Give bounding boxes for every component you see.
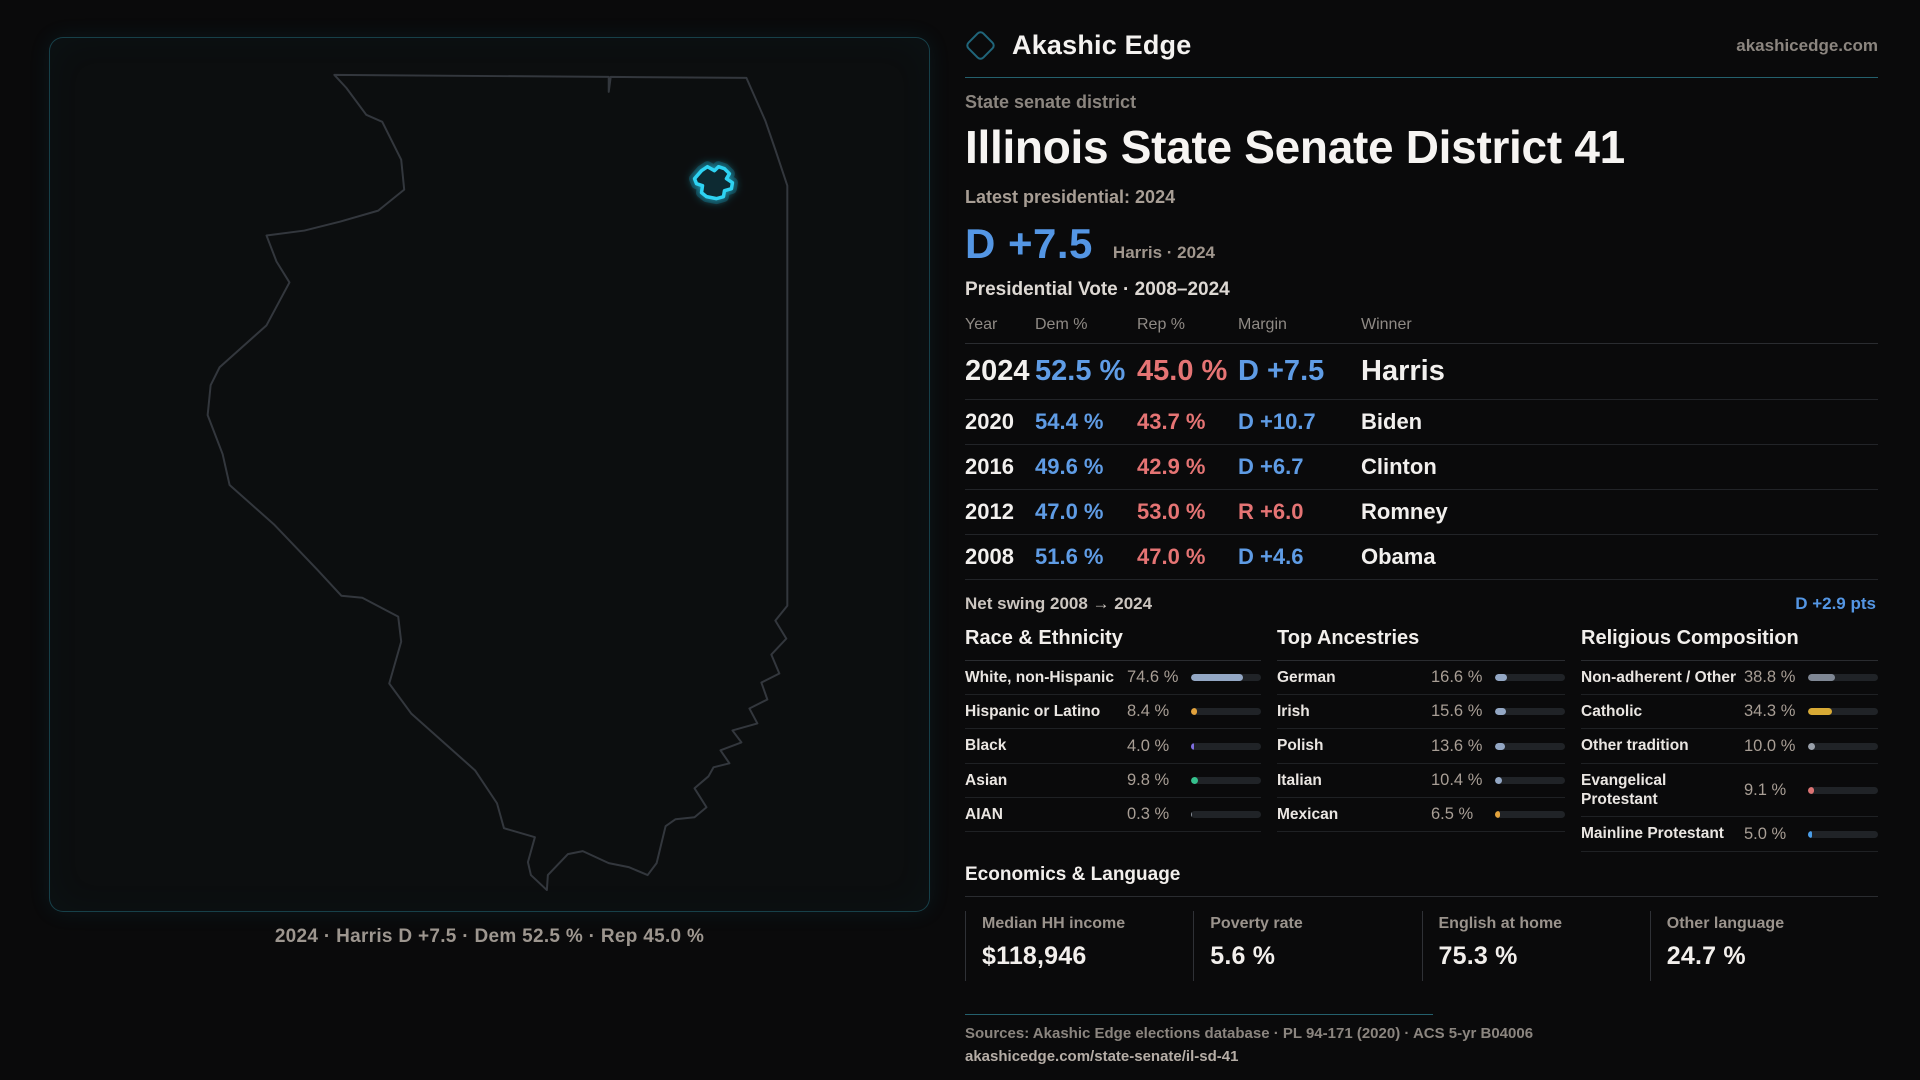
col-margin: Margin bbox=[1238, 315, 1287, 333]
district-type-label: State senate district bbox=[965, 92, 1137, 112]
district-41-shape[interactable] bbox=[692, 164, 735, 201]
bar-fill bbox=[1808, 673, 1836, 681]
bar-track bbox=[1191, 811, 1261, 819]
demo-row: Evangelical Protestant 9.1 % bbox=[1581, 764, 1878, 818]
stat-other-language: Other language 24.7 % bbox=[1649, 910, 1878, 981]
bar-fill bbox=[1495, 776, 1503, 784]
economics-title: Economics & Language bbox=[965, 864, 1878, 897]
bar-fill bbox=[1191, 776, 1198, 784]
bar-fill bbox=[1495, 742, 1505, 750]
table-row: 2012 47.0 % 53.0 % R +6.0 Romney bbox=[965, 490, 1878, 535]
net-swing-value: D +2.9 pts bbox=[1795, 593, 1876, 613]
bar-fill bbox=[1808, 830, 1812, 838]
col-rep: Rep % bbox=[1137, 315, 1186, 333]
illinois-outline bbox=[206, 73, 789, 892]
demo-row: German 16.6 % bbox=[1277, 661, 1565, 695]
religion-column: Religious Composition Non-adherent / Oth… bbox=[1581, 627, 1878, 852]
table-row: 2020 54.4 % 43.7 % D +10.7 Biden bbox=[965, 400, 1878, 445]
demo-row: Polish 13.6 % bbox=[1277, 729, 1565, 764]
table-header-row: Year Dem % Rep % Margin Winner bbox=[965, 310, 1878, 344]
section-title: Religious Composition bbox=[1581, 627, 1878, 661]
margin-value: D +7.5 bbox=[965, 219, 1093, 267]
bar-fill bbox=[1808, 786, 1815, 794]
table-title: Presidential Vote · 2008–2024 bbox=[965, 278, 1230, 300]
bar-fill bbox=[1808, 708, 1832, 716]
section-title: Race & Ethnicity bbox=[965, 627, 1261, 661]
bar-fill bbox=[1191, 742, 1194, 750]
bar-track bbox=[1495, 708, 1565, 716]
bar-track bbox=[1191, 742, 1261, 750]
bar-track bbox=[1808, 830, 1878, 838]
bar-track bbox=[1495, 742, 1565, 750]
bar-track bbox=[1191, 673, 1261, 681]
bar-fill bbox=[1495, 708, 1506, 716]
illinois-map bbox=[206, 73, 789, 892]
report-footer: Sources: Akashic Edge elections database… bbox=[965, 1013, 1878, 1066]
headline-margin: D +7.5 Harris · 2024 bbox=[965, 220, 1878, 268]
bar-track bbox=[1191, 708, 1261, 716]
bar-fill bbox=[1191, 673, 1244, 681]
table-row: 2024 52.5 % 45.0 % D +7.5 Harris bbox=[965, 344, 1878, 400]
bar-track bbox=[1495, 811, 1565, 819]
stat-english-at-home: English at home 75.3 % bbox=[1421, 910, 1650, 981]
bar-track bbox=[1808, 673, 1878, 681]
col-winner: Winner bbox=[1361, 315, 1412, 333]
section-title: Top Ancestries bbox=[1277, 627, 1565, 661]
demo-row: Italian 10.4 % bbox=[1277, 764, 1565, 799]
demo-row: Mexican 6.5 % bbox=[1277, 798, 1565, 833]
ancestries-column: Top Ancestries German 16.6 % Irish 15.6 … bbox=[1277, 627, 1565, 852]
bar-fill bbox=[1495, 811, 1500, 819]
bar-track bbox=[1495, 673, 1565, 681]
bar-track bbox=[1808, 742, 1878, 750]
brand-domain-link[interactable]: akashicedge.com bbox=[1736, 35, 1878, 55]
table-row: 2008 51.6 % 47.0 % D +4.6 Obama bbox=[965, 535, 1878, 580]
map-caption: 2024 · Harris D +7.5 · Dem 52.5 % · Rep … bbox=[274, 926, 705, 947]
brand-name: Akashic Edge bbox=[1012, 30, 1192, 60]
permalink[interactable]: akashicedge.com/state-senate/il-sd-41 bbox=[965, 1047, 1239, 1065]
net-swing-row: Net swing 2008 → 2024 D +2.9 pts bbox=[965, 580, 1878, 627]
page-title: Illinois State Senate District 41 bbox=[965, 121, 1625, 173]
economics-section: Economics & Language Median HH income $1… bbox=[965, 864, 1878, 981]
brand-diamond-icon bbox=[964, 29, 997, 62]
bar-track bbox=[1808, 708, 1878, 716]
state-map-panel bbox=[49, 37, 930, 912]
stat-cards: Median HH income $118,946 Poverty rate 5… bbox=[965, 910, 1878, 981]
footer-divider bbox=[965, 1013, 1433, 1015]
bar-fill bbox=[1191, 708, 1197, 716]
district-report: Akashic Edge akashicedge.com State senat… bbox=[964, 29, 1878, 1066]
col-dem: Dem % bbox=[1035, 315, 1088, 333]
demo-row: Catholic 34.3 % bbox=[1581, 695, 1878, 730]
demo-row: Irish 15.6 % bbox=[1277, 695, 1565, 730]
demo-row: White, non-Hispanic 74.6 % bbox=[965, 661, 1261, 695]
latest-presidential-label: Latest presidential: 2024 bbox=[965, 186, 1176, 207]
bar-fill bbox=[1808, 742, 1815, 750]
sources-text: Sources: Akashic Edge elections database… bbox=[965, 1024, 1534, 1042]
demographics-grid: Race & Ethnicity White, non-Hispanic 74.… bbox=[965, 627, 1878, 852]
bar-fill bbox=[1495, 673, 1507, 681]
demo-row: Mainline Protestant 5.0 % bbox=[1581, 817, 1878, 852]
demo-row: Other tradition 10.0 % bbox=[1581, 729, 1878, 764]
margin-subtext: Harris · 2024 bbox=[1112, 242, 1215, 262]
demo-row: Black 4.0 % bbox=[965, 729, 1261, 764]
demo-row: Hispanic or Latino 8.4 % bbox=[965, 695, 1261, 730]
bar-track bbox=[1808, 786, 1878, 794]
demo-row: Asian 9.8 % bbox=[965, 764, 1261, 799]
stat-median-income: Median HH income $118,946 bbox=[965, 910, 1193, 981]
net-swing-label: Net swing 2008 → 2024 bbox=[965, 593, 1153, 613]
bar-track bbox=[1495, 776, 1565, 784]
race-ethnicity-column: Race & Ethnicity White, non-Hispanic 74.… bbox=[965, 627, 1261, 852]
stat-poverty-rate: Poverty rate 5.6 % bbox=[1193, 910, 1421, 981]
bar-track bbox=[1191, 776, 1261, 784]
presidential-table: Year Dem % Rep % Margin Winner 2024 52.5… bbox=[965, 310, 1878, 580]
demo-row: AIAN 0.3 % bbox=[965, 798, 1261, 833]
table-row: 2016 49.6 % 42.9 % D +6.7 Clinton bbox=[965, 445, 1878, 490]
report-header: Akashic Edge akashicedge.com bbox=[964, 29, 1878, 78]
demo-row: Non-adherent / Other 38.8 % bbox=[1581, 661, 1878, 695]
col-year: Year bbox=[965, 315, 998, 333]
